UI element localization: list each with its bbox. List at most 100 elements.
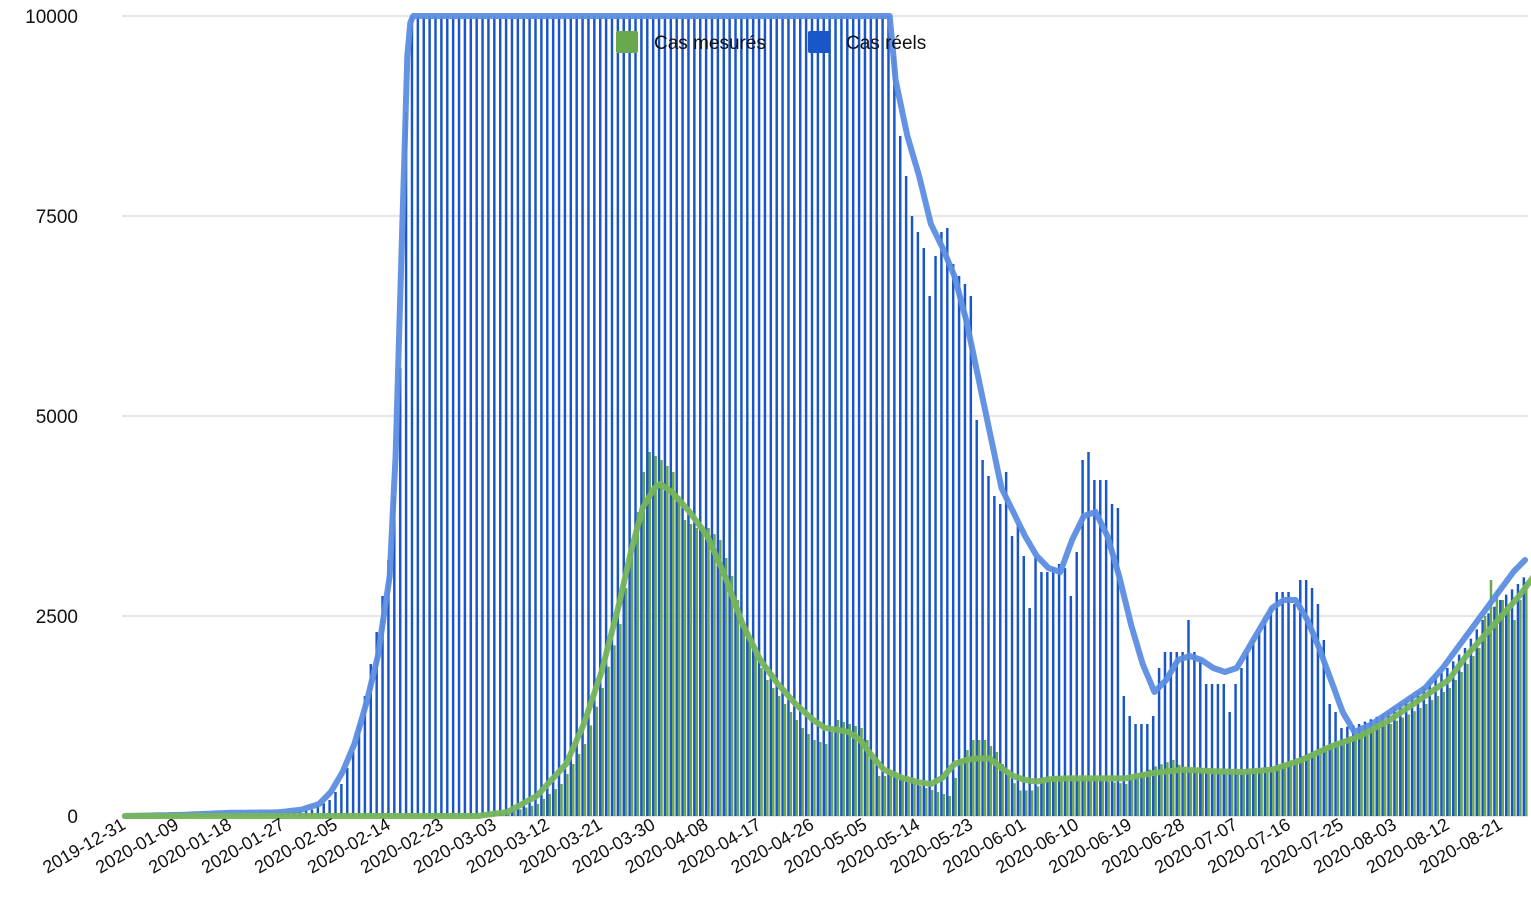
bar-cas-mesures [1077,780,1081,816]
bar-cas-reels [375,632,378,816]
bar-cas-mesures [1260,769,1263,816]
bar-cas-reels [946,228,949,816]
bar-cas-reels [1399,704,1402,816]
bar-cas-mesures [883,776,887,816]
bar-cas-reels [1022,556,1026,816]
bar-cas-reels [1063,568,1067,816]
bar-cas-reels [975,420,978,816]
bar-cas-mesures [719,540,722,816]
bar-cas-reels [916,232,920,816]
bar-cas-reels [1081,460,1084,816]
bar-cas-reels [1363,721,1367,816]
bar-cas-reels [1034,556,1037,816]
bar-cas-mesures [724,558,728,816]
bar-cas-reels [1263,620,1267,816]
bar-cas-mesures [1336,741,1340,816]
bar-cas-reels [1181,652,1184,816]
bar-cas-reels [769,16,773,816]
bar-cas-mesures [1448,688,1452,816]
bar-cas-reels [1487,613,1490,816]
bar-cas-reels [840,16,843,816]
bar-cas-mesures [1325,746,1328,816]
bar-cas-mesures [1389,724,1393,816]
bar-cas-reels [398,368,402,816]
bar-cas-reels [1481,620,1484,816]
bar-cas-reels [1216,684,1220,816]
bar-cas-reels [1410,696,1414,816]
bar-cas-mesures [795,720,799,816]
bar-cas-reels [1163,652,1167,816]
bar-cas-reels [1522,577,1526,816]
bar-cas-reels [422,16,425,816]
bar-cas-reels [357,724,361,816]
bar-cas-reels [369,664,373,816]
bar-cas-mesures [813,740,816,816]
bar-cas-mesures [1213,772,1216,816]
bar-cas-mesures [848,724,852,816]
bar-cas-mesures [1354,734,1357,816]
bar-cas-mesures [689,524,693,816]
bar-cas-reels [1510,589,1514,816]
bar-cas-mesures [548,794,551,816]
bar-cas-mesures [954,778,957,816]
bar-cas-reels [881,16,884,816]
bar-cas-mesures [1154,766,1157,816]
bar-cas-reels [1310,588,1314,816]
bar-cas-reels [828,16,831,816]
bar-cas-reels [810,16,814,816]
bar-cas-mesures [901,780,904,816]
bar-cas-reels [498,16,502,816]
bar-cas-reels [510,16,514,816]
bar-cas-mesures [1454,680,1457,816]
bar-cas-reels [1516,584,1520,816]
bar-cas-reels [757,16,761,816]
bar-cas-reels [487,16,490,816]
bar-cas-reels [316,806,320,816]
bar-cas-reels [1269,608,1273,816]
bar-cas-mesures [913,784,916,816]
bar-cas-reels [846,16,849,816]
bar-cas-reels [534,16,537,816]
bar-cas-mesures [942,794,946,816]
bar-cas-reels [593,16,596,816]
bar-cas-mesures [877,776,881,816]
bar-cas-mesures [1095,780,1099,816]
bar-cas-mesures [1201,771,1204,816]
bar-cas-reels [934,256,937,816]
bar-cas-mesures [948,796,952,816]
bar-cas-reels [1075,552,1078,816]
bar-cas-mesures [972,740,975,816]
bar-cas-reels [875,16,878,816]
bar-cas-mesures [695,528,699,816]
bar-cas-mesures [1148,769,1152,816]
bar-cas-mesures [930,790,934,816]
bar-cas-mesures [1166,762,1169,816]
bar-cas-reels [1093,480,1096,816]
bar-cas-reels [434,16,437,816]
bar-cas-mesures [1172,760,1175,816]
bar-cas-reels [1334,712,1337,816]
bar-cas-mesures [866,740,869,816]
bar-cas-mesures [836,720,840,816]
bar-cas-reels [822,16,825,816]
bar-cas-mesures [1189,770,1193,816]
bar-cas-mesures [1207,771,1210,816]
bar-cas-reels [663,16,667,816]
bar-cas-reels [646,16,649,816]
bar-cas-reels [551,16,555,816]
bar-cas-mesures [807,734,810,816]
bar-cas-reels [1246,652,1249,816]
bar-cas-mesures [1007,776,1010,816]
bar-cas-reels [1240,668,1243,816]
bar-cas-reels [328,800,331,816]
bar-cas-mesures [707,528,710,816]
bar-cas-mesures [1277,765,1281,816]
bar-cas-mesures [1401,717,1404,816]
bar-cas-mesures [842,722,846,816]
bar-cas-mesures [1160,764,1163,816]
bar-cas-reels [1434,677,1437,816]
bar-cas-reels [446,16,449,816]
bar-cas-reels [798,16,802,816]
bar-cas-mesures [613,645,616,816]
bar-cas-reels [1104,480,1108,816]
